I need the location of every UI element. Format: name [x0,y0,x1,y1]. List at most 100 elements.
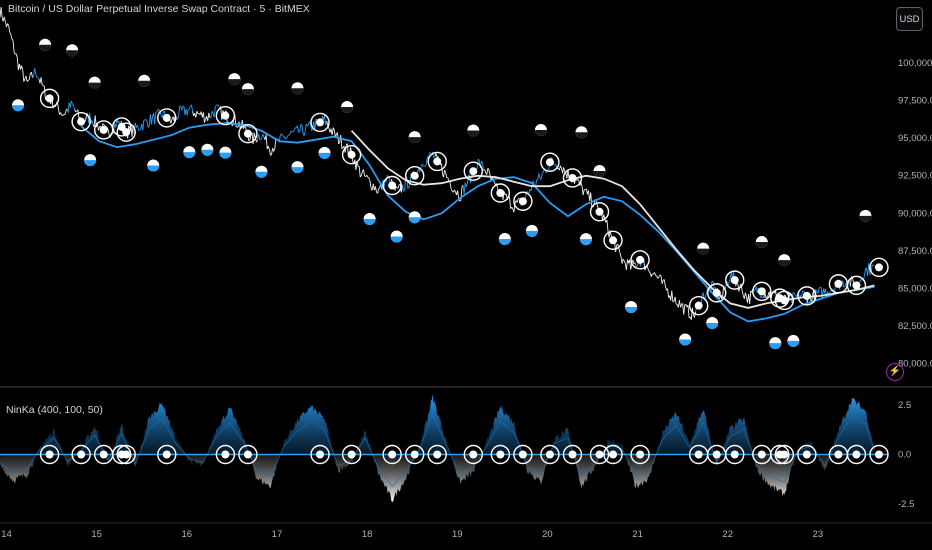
buy-signal-marker [219,146,232,159]
marker-ring [310,112,330,133]
price-segment [176,116,179,120]
osc-cross-marker [774,444,795,465]
marker-ring [382,444,402,465]
price-segment [868,263,871,275]
price-segment [618,247,621,253]
price-segment [484,169,487,174]
buy-signal-marker [12,99,25,112]
price-segment [307,121,310,126]
price-segment [8,25,11,33]
price-segment [603,214,606,219]
price-segment [253,132,256,138]
price-segment [13,51,16,55]
price-segment [657,276,660,279]
price-segment [331,127,334,136]
power-icon[interactable]: ⚡ [886,363,904,381]
x-tick-label: 22 [722,529,733,540]
price-segment [741,290,744,296]
price-segment [457,190,460,199]
marker-dot [410,171,419,180]
marker-dot [410,450,419,459]
x-tick-label: 21 [632,529,643,540]
price-segment [260,137,263,141]
buy-signal-marker [769,337,782,350]
marker-dot [347,450,356,459]
marker-ring [725,444,745,465]
marker-ring [869,444,889,465]
price-segment [60,112,63,116]
marker-ring [157,444,177,465]
marker-dot [874,450,883,459]
marker-ring [463,444,483,465]
price-segment [27,79,30,81]
price-segment [661,279,664,284]
marker-dot [316,118,325,127]
price-cross-marker [427,151,447,172]
marker-ring [116,122,136,142]
price-segment [25,75,28,82]
price-segment [580,181,583,187]
marker-ring [112,117,132,137]
osc-cross-marker [846,444,867,465]
marker-dot [243,129,252,138]
price-segment [407,186,410,189]
buy-signal-marker [579,233,592,246]
marker-ring [630,444,650,465]
price-segment [293,127,296,131]
price-segment [540,174,543,180]
marker-dot [568,173,577,182]
price-segment [70,100,73,105]
price-segment [67,102,70,113]
price-segment [262,133,265,138]
price-segment [542,169,545,173]
price-segment [72,103,74,107]
price-segment [517,197,520,200]
price-segment [420,163,423,169]
marker-bottom [593,171,606,178]
price-segment [690,307,693,320]
price-segment [341,147,344,150]
price-segment [753,289,756,292]
marker-bottom [575,132,588,139]
currency-button[interactable]: USD [896,7,923,31]
price-segment [214,105,217,108]
price-segment [397,184,400,189]
price-segment [282,134,284,137]
price-segment [403,190,405,192]
price-segment [817,288,820,294]
price-segment [655,274,657,277]
marker-bottom [12,105,25,112]
price-segment [85,114,87,122]
price-segment [487,168,490,171]
buy-signal-marker [255,165,268,178]
marker-ring [630,250,650,270]
price-segment [62,114,65,116]
price-segment [73,105,76,110]
marker-dot [347,150,356,159]
marker-dot [45,450,54,459]
sell-signal-marker [408,131,421,144]
marker-ring [116,444,136,465]
price-segment [267,146,270,150]
marker-bottom [625,307,638,314]
price-segment [74,109,77,112]
price-segment [422,165,425,167]
price-segment [678,300,681,308]
price-segment [761,296,763,298]
price-segment [22,69,25,82]
price-segment [178,106,181,118]
price-cross-marker [382,175,402,196]
price-segment [286,135,289,138]
marker-ring [540,444,560,465]
marker-ring [846,444,867,465]
price-cross-marker [869,257,889,278]
marker-ring [707,283,727,303]
price-segment [195,111,198,118]
y-tick-label: 95,000.0 [898,133,932,144]
price-segment [582,189,585,196]
price-segment [664,285,667,291]
price-segment [514,200,517,205]
buy-signal-marker [787,334,800,347]
price-segment [444,169,447,173]
